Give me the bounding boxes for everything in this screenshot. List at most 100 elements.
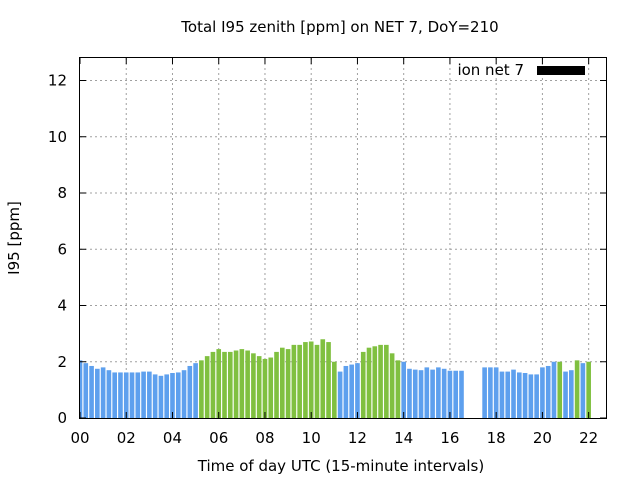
bar	[418, 370, 424, 418]
bar	[511, 369, 516, 418]
bar	[436, 367, 441, 418]
bar	[95, 368, 100, 418]
bar	[297, 344, 302, 418]
bar	[233, 350, 239, 418]
bar	[303, 342, 308, 418]
bar	[100, 367, 106, 418]
bar	[83, 363, 89, 418]
bar	[355, 363, 360, 418]
bar	[135, 372, 141, 418]
bar	[141, 371, 146, 418]
bar	[412, 369, 418, 418]
x-tick-label: 04	[163, 429, 182, 447]
bar	[343, 365, 349, 418]
bar	[389, 353, 395, 418]
bar	[407, 368, 412, 418]
x-tick-label: 08	[255, 429, 274, 447]
bar	[147, 371, 152, 418]
bar	[372, 346, 378, 418]
y-tick-label: 2	[57, 353, 67, 371]
plot-frame	[79, 57, 607, 419]
bar	[522, 373, 528, 418]
bar	[516, 372, 522, 418]
bar	[488, 367, 493, 418]
bar	[499, 371, 505, 418]
x-tick-label: 20	[533, 429, 552, 447]
bar	[158, 375, 164, 418]
y-tick-label: 8	[57, 184, 67, 202]
bar	[505, 371, 511, 418]
bar	[291, 344, 297, 418]
bar	[580, 363, 586, 418]
bar	[164, 374, 170, 418]
bar	[574, 360, 580, 418]
bar	[540, 367, 545, 418]
bar	[268, 357, 274, 418]
bar	[89, 365, 94, 418]
bar	[256, 356, 262, 418]
bar	[285, 349, 291, 418]
bar	[384, 344, 389, 418]
bar	[274, 351, 279, 418]
bar	[453, 370, 459, 418]
legend-swatch	[537, 66, 585, 75]
x-tick-label: 06	[209, 429, 228, 447]
bar	[193, 363, 198, 418]
bar	[557, 361, 563, 418]
bar	[204, 356, 210, 418]
x-tick-label: 14	[394, 429, 413, 447]
bar	[586, 361, 591, 418]
bar	[227, 351, 233, 418]
bar	[447, 370, 453, 418]
bar	[337, 371, 343, 418]
bar	[245, 350, 250, 418]
chart-title: Total I95 zenith [ppm] on NET 7, DoY=210	[180, 18, 498, 36]
bar	[430, 369, 435, 418]
bar	[123, 372, 129, 418]
x-tick-label: 10	[302, 429, 321, 447]
x-axis-label: Time of day UTC (15-minute intervals)	[197, 457, 484, 475]
bar	[545, 365, 551, 418]
y-tick-label: 0	[57, 409, 67, 427]
bar	[326, 342, 331, 418]
bar	[528, 374, 534, 418]
bar	[534, 374, 539, 418]
bar	[239, 349, 245, 418]
legend-label: ion net 7	[457, 61, 524, 79]
bar	[424, 367, 430, 418]
x-tick-label: 02	[117, 429, 136, 447]
y-tick-label: 6	[57, 240, 67, 258]
bar	[551, 361, 557, 418]
bar	[366, 347, 372, 418]
bar	[175, 372, 181, 418]
x-tick-label: 18	[487, 429, 506, 447]
bar	[314, 344, 320, 418]
bar	[216, 349, 222, 418]
y-tick-label: 4	[57, 297, 67, 315]
bar	[332, 361, 337, 418]
gridlines	[80, 58, 606, 418]
bar	[493, 367, 499, 418]
bar	[251, 353, 256, 418]
bar	[459, 370, 464, 418]
bar	[441, 368, 447, 418]
bar	[129, 372, 135, 418]
bar	[360, 351, 366, 418]
bar	[279, 347, 285, 418]
bar	[187, 365, 193, 418]
x-tick-label: 00	[70, 429, 89, 447]
y-axis-label: I95 [ppm]	[5, 201, 23, 275]
bar	[401, 361, 407, 418]
bar	[199, 360, 204, 418]
x-tick-label: 12	[348, 429, 367, 447]
bar	[262, 358, 268, 418]
bar	[563, 371, 568, 418]
bar	[118, 372, 123, 418]
bar	[320, 339, 326, 418]
bar	[349, 364, 354, 418]
bar	[482, 367, 487, 418]
bar	[106, 370, 112, 418]
x-tick-label: 16	[440, 429, 459, 447]
